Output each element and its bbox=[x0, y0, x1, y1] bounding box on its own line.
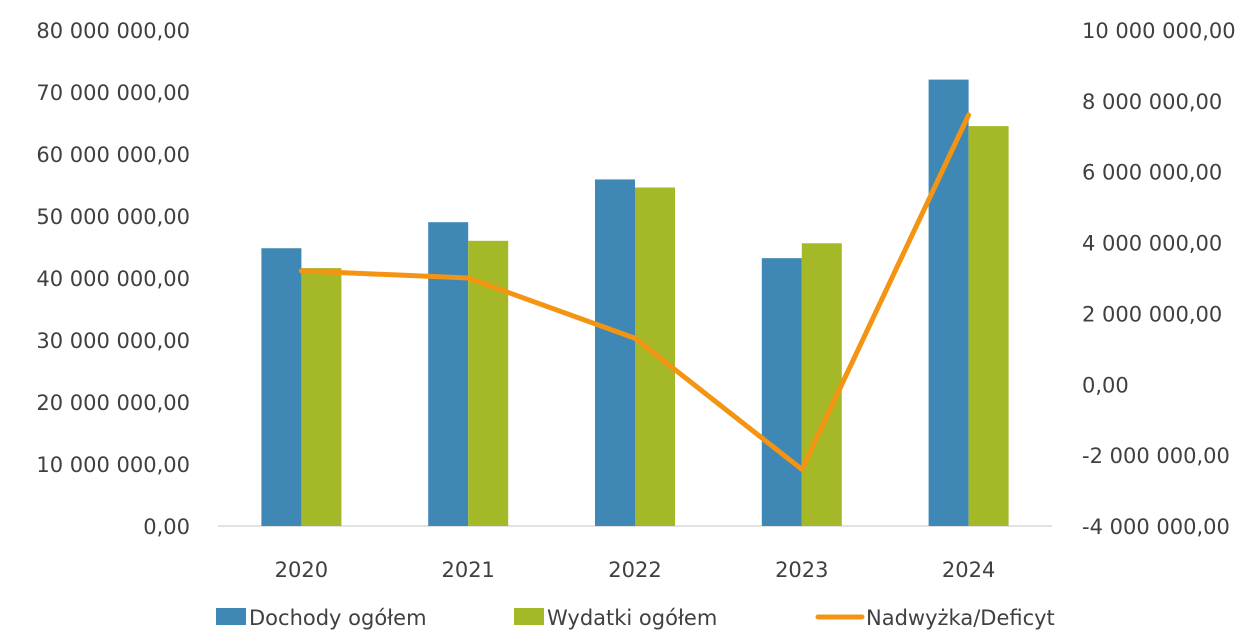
x-axis-tick-label: 2022 bbox=[608, 558, 661, 582]
legend-label: Nadwyżka/Deficyt bbox=[866, 606, 1055, 630]
x-axis-tick-label: 2021 bbox=[441, 558, 494, 582]
left-axis-tick-label: 0,00 bbox=[143, 515, 190, 539]
left-axis-tick-label: 30 000 000,00 bbox=[36, 329, 190, 353]
legend-label: Dochody ogółem bbox=[249, 606, 427, 630]
right-axis-tick-label: 2 000 000,00 bbox=[1082, 302, 1222, 326]
left-axis-tick-label: 70 000 000,00 bbox=[36, 81, 190, 105]
bar-wydatki bbox=[968, 126, 1009, 526]
left-axis-tick-label: 80 000 000,00 bbox=[36, 19, 190, 43]
legend: Dochody ogółem Wydatki ogółem Nadwyżka/Def… bbox=[216, 606, 1055, 630]
legend-label: Wydatki ogółem bbox=[547, 606, 717, 630]
bar-wydatki bbox=[301, 268, 342, 526]
bar-dochody bbox=[595, 179, 635, 527]
right-axis-tick-label: 8 000 000,00 bbox=[1082, 90, 1222, 114]
x-axis-tick-label: 2024 bbox=[942, 558, 995, 582]
right-axis-tick-label: -4 000 000,00 bbox=[1082, 515, 1230, 539]
left-axis-tick-label: 10 000 000,00 bbox=[36, 453, 190, 477]
right-axis-tick-label: 4 000 000,00 bbox=[1082, 232, 1222, 256]
legend-swatch bbox=[216, 608, 246, 625]
left-axis-tick-label: 50 000 000,00 bbox=[36, 205, 190, 229]
right-axis-tick-label: 0,00 bbox=[1082, 373, 1129, 397]
left-axis-tick-label: 40 000 000,00 bbox=[36, 267, 190, 291]
bar-series bbox=[261, 79, 1009, 527]
bar-wydatki bbox=[801, 243, 842, 526]
bar-dochody bbox=[261, 248, 302, 527]
right-axis: -4 000 000,00 -2 000 000,00 0,00 2 000 000,… bbox=[1082, 19, 1236, 539]
left-axis-tick-label: 20 000 000,00 bbox=[36, 391, 190, 415]
line-nadwyzka-deficyt bbox=[298, 112, 972, 472]
left-axis-tick-label: 60 000 000,00 bbox=[36, 143, 190, 167]
line-series bbox=[298, 112, 972, 472]
legend-swatch bbox=[514, 608, 544, 625]
x-axis-tick-label: 2023 bbox=[775, 558, 828, 582]
x-axis: 2020 2021 2022 2023 2024 bbox=[218, 525, 1052, 582]
right-axis-tick-label: 6 000 000,00 bbox=[1082, 161, 1222, 185]
right-axis-tick-label: -2 000 000,00 bbox=[1082, 444, 1230, 468]
bar-dochody bbox=[928, 79, 969, 526]
right-axis-tick-label: 10 000 000,00 bbox=[1082, 19, 1236, 43]
left-axis: 0,00 10 000 000,00 20 000 000,00 30 000 000… bbox=[36, 19, 190, 539]
x-axis-tick-label: 2020 bbox=[275, 558, 328, 582]
bar-dochody bbox=[761, 258, 802, 526]
bar-dochody bbox=[428, 222, 469, 526]
